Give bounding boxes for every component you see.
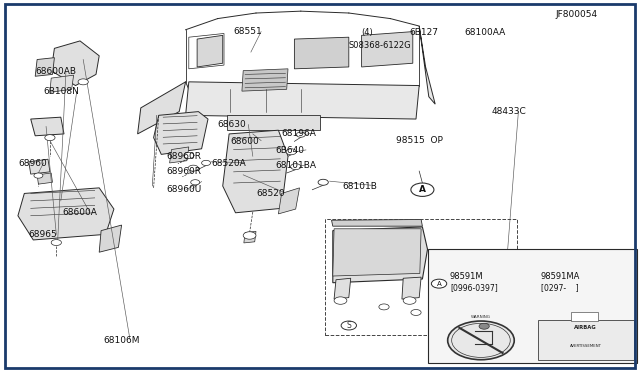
- Text: 68960U: 68960U: [166, 185, 202, 194]
- Polygon shape: [51, 41, 99, 86]
- Polygon shape: [197, 35, 223, 67]
- Text: 68551: 68551: [234, 27, 262, 36]
- Polygon shape: [362, 32, 413, 67]
- Circle shape: [45, 135, 55, 141]
- Text: 68600A: 68600A: [63, 208, 97, 217]
- Text: JF800054: JF800054: [556, 10, 598, 19]
- Text: [0996-0397]: [0996-0397]: [450, 283, 498, 293]
- Circle shape: [34, 173, 43, 178]
- Polygon shape: [37, 173, 52, 184]
- Polygon shape: [50, 75, 74, 92]
- Polygon shape: [154, 112, 208, 154]
- Polygon shape: [242, 69, 288, 91]
- Polygon shape: [170, 147, 189, 163]
- Polygon shape: [18, 188, 114, 240]
- Text: 6B127: 6B127: [410, 28, 438, 37]
- Text: S08368-6122G: S08368-6122G: [349, 41, 412, 50]
- Text: [0297-    ]: [0297- ]: [541, 283, 579, 293]
- Bar: [571, 312, 598, 321]
- Circle shape: [202, 160, 211, 166]
- Circle shape: [291, 164, 301, 170]
- Circle shape: [296, 132, 305, 137]
- Circle shape: [191, 180, 200, 185]
- Circle shape: [188, 165, 198, 171]
- Text: AVERTISSEMENT: AVERTISSEMENT: [570, 344, 602, 348]
- Text: 68965: 68965: [29, 230, 58, 239]
- Circle shape: [379, 304, 389, 310]
- Text: 68960R: 68960R: [166, 167, 202, 176]
- Circle shape: [243, 232, 256, 239]
- Text: 68520A: 68520A: [211, 159, 246, 168]
- Circle shape: [78, 79, 88, 85]
- Polygon shape: [332, 219, 422, 226]
- Circle shape: [493, 257, 506, 264]
- Polygon shape: [186, 82, 419, 119]
- Text: AIRBAG: AIRBAG: [574, 325, 597, 330]
- Polygon shape: [333, 227, 428, 283]
- Text: 6B108N: 6B108N: [44, 87, 79, 96]
- Text: 48433C: 48433C: [492, 107, 526, 116]
- Text: 6B640: 6B640: [275, 146, 304, 155]
- Bar: [428, 249, 637, 363]
- Text: 68101BA: 68101BA: [275, 161, 316, 170]
- Circle shape: [286, 149, 296, 155]
- Circle shape: [411, 310, 421, 315]
- Circle shape: [403, 297, 416, 304]
- Text: 68960: 68960: [18, 159, 47, 168]
- Circle shape: [341, 321, 356, 330]
- Text: 68600: 68600: [230, 137, 259, 146]
- Polygon shape: [223, 130, 288, 213]
- Polygon shape: [278, 188, 300, 214]
- Polygon shape: [419, 26, 435, 104]
- Circle shape: [435, 291, 445, 297]
- Polygon shape: [227, 115, 320, 130]
- Text: WARNING: WARNING: [471, 315, 491, 319]
- Polygon shape: [31, 117, 64, 136]
- Bar: [325, 219, 517, 335]
- Circle shape: [318, 179, 328, 185]
- Polygon shape: [35, 58, 54, 76]
- Polygon shape: [244, 231, 256, 243]
- Text: 68106M: 68106M: [104, 336, 140, 345]
- Text: A: A: [419, 185, 426, 194]
- Circle shape: [479, 323, 490, 329]
- Text: 68101B: 68101B: [342, 182, 377, 190]
- Text: 68960R: 68960R: [166, 152, 202, 161]
- Bar: [538, 320, 634, 360]
- Text: 98591M: 98591M: [450, 272, 484, 282]
- Polygon shape: [402, 277, 421, 299]
- Polygon shape: [333, 229, 421, 276]
- Circle shape: [411, 183, 434, 196]
- Text: (4): (4): [362, 28, 373, 37]
- Text: 68600AB: 68600AB: [35, 67, 76, 76]
- Text: A: A: [436, 280, 442, 287]
- Polygon shape: [334, 278, 351, 299]
- Text: 68520: 68520: [256, 189, 285, 198]
- Circle shape: [51, 240, 61, 246]
- Polygon shape: [29, 159, 50, 174]
- Text: 98515  OP: 98515 OP: [396, 136, 442, 145]
- Text: 98591MA: 98591MA: [541, 272, 580, 282]
- Circle shape: [431, 279, 447, 288]
- Circle shape: [448, 321, 515, 360]
- Circle shape: [184, 153, 194, 158]
- Text: 68196A: 68196A: [282, 129, 316, 138]
- Text: 68630: 68630: [218, 120, 246, 129]
- Circle shape: [334, 297, 347, 304]
- Text: S: S: [346, 321, 351, 330]
- Text: 68100AA: 68100AA: [465, 28, 506, 37]
- Polygon shape: [294, 37, 349, 69]
- Polygon shape: [99, 225, 122, 252]
- Polygon shape: [138, 82, 186, 134]
